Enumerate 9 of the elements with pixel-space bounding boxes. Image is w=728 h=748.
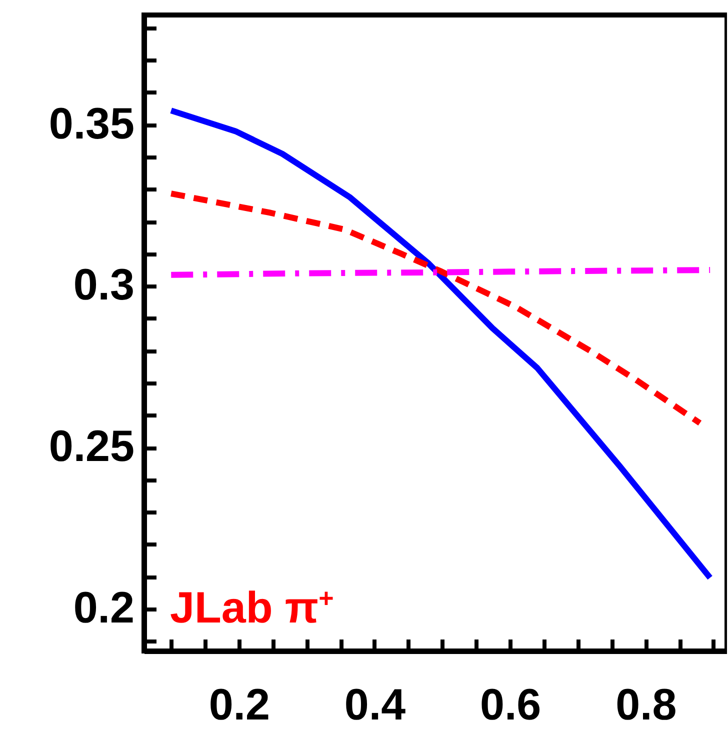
y-tick-label: 0.25 <box>48 422 134 472</box>
y-tick-label: 0.35 <box>48 99 134 148</box>
x-tick-label: 0.8 <box>616 680 677 730</box>
annotation: JLab π$^{+}$ <box>170 583 334 634</box>
x-tick-label: 0.4 <box>344 680 406 730</box>
x-tick-label: 0.6 <box>480 680 542 730</box>
y-tick-label: 0.2 <box>73 584 134 633</box>
x-tick-label: 0.2 <box>208 680 270 730</box>
y-tick-label: 0.3 <box>73 260 134 310</box>
